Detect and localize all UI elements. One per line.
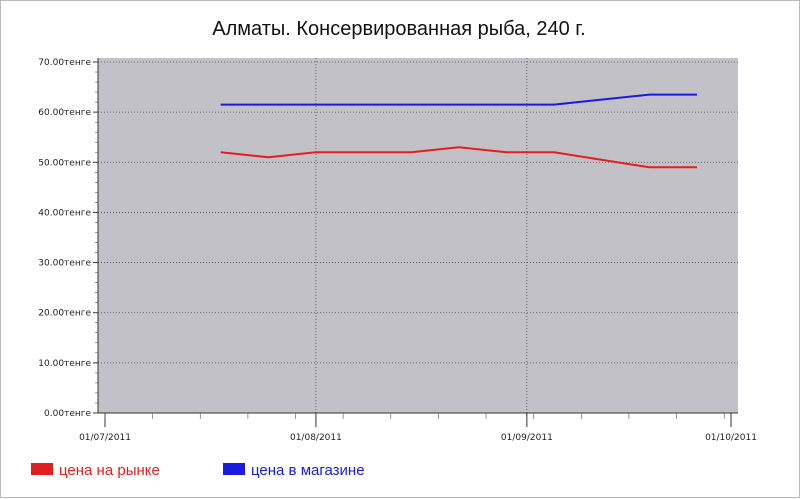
legend-swatch <box>31 463 53 475</box>
legend-swatch <box>223 463 245 475</box>
x-tick-label: 01/09/2011 <box>501 433 553 443</box>
legend: цена на рынке цена в магазине <box>31 462 365 479</box>
legend-label: цена в магазине <box>251 462 365 479</box>
chart-title: Алматы. Консервированная рыба, 240 г. <box>212 18 585 40</box>
series-line-2 <box>220 93 697 106</box>
x-tick-label: 01/10/2011 <box>705 433 757 443</box>
y-tick-label: 60.00тенге <box>38 108 91 118</box>
grid-lines <box>98 58 738 413</box>
x-tick-label: 01/08/2011 <box>290 433 342 443</box>
y-axis-ticks: 0.00тенге 10.00тенге 20.00тенге 30.00тенге 4… <box>38 58 98 419</box>
y-tick-label: 50.00тенге <box>38 158 91 168</box>
y-tick-label: 30.00тенге <box>38 259 91 269</box>
y-tick-label: 10.00тенге <box>38 359 91 369</box>
y-tick-label: 40.00тенге <box>38 208 91 218</box>
series-line-1 <box>220 146 697 169</box>
y-tick-label: 0.00тенге <box>44 409 91 419</box>
y-tick-label: 20.00тенге <box>38 309 91 319</box>
x-axis-ticks: 01/07/2011 01/08/2011 01/09/2011 01/10/2011 <box>79 413 757 443</box>
series-lines <box>220 93 697 169</box>
legend-label: цена на рынке <box>59 462 160 479</box>
y-tick-label: 70.00тенге <box>38 58 91 68</box>
x-tick-label: 01/07/2011 <box>79 433 131 443</box>
axes <box>97 58 738 414</box>
plot-area <box>98 58 738 413</box>
